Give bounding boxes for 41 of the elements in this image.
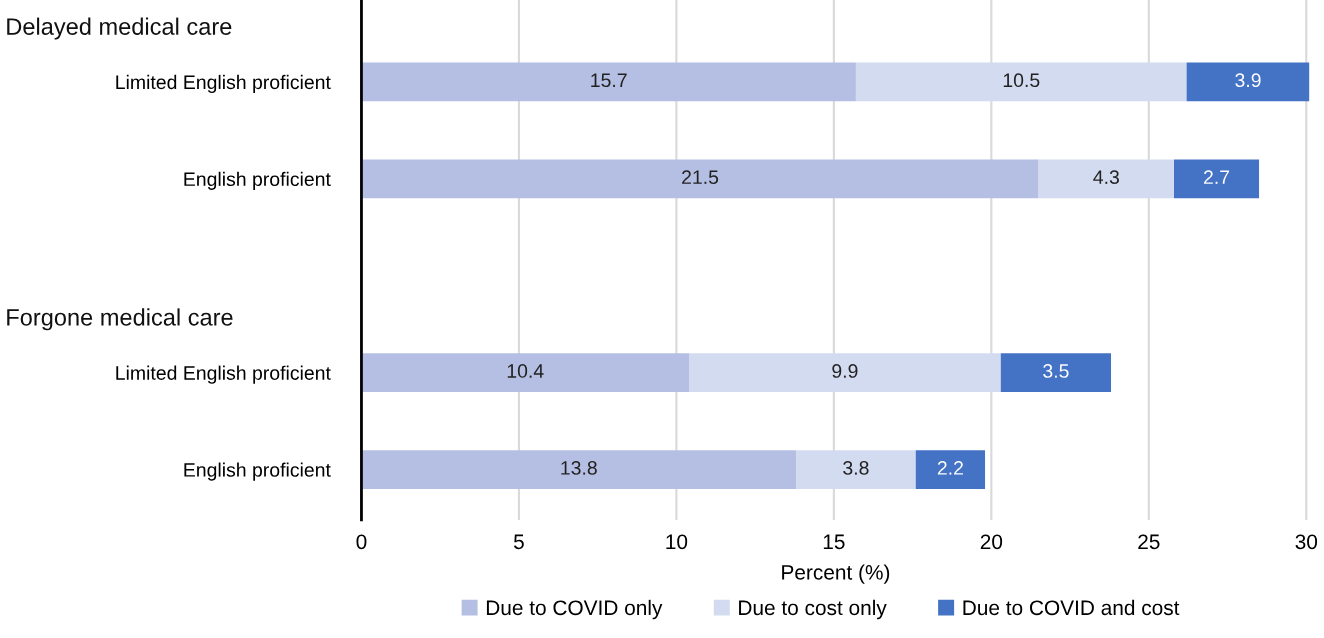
y-tick-label: English proficient [184,171,331,190]
bar [361,159,1039,199]
data-label: 2.7 [1203,170,1230,184]
legend-label: Due to cost only [739,599,887,620]
legend-label: Due to COVID only [486,599,663,620]
data-label: 3.9 [1235,73,1261,88]
bar [361,450,797,489]
bar [796,450,916,489]
bar [1038,159,1175,199]
data-label: 3.5 [1043,364,1069,378]
data-label: 15.7 [591,73,627,88]
bar [1000,353,1112,393]
data-label: 13.8 [561,461,597,475]
bar [688,353,1001,393]
x-tick-label: 30 [1295,534,1318,550]
y-tick-label: Limited English proficient [116,365,331,384]
bar [361,62,856,102]
data-label: 9.9 [832,364,858,378]
bar [1174,159,1260,199]
x-tick-label: 5 [513,534,524,550]
bar [1186,62,1310,102]
x-axis-title: Percent (%) [782,564,890,584]
data-label: 10.4 [507,364,544,378]
x-tick-label: 20 [980,534,1003,550]
y-tick-label: English proficient [184,462,331,481]
bar [915,450,986,489]
data-label: 21.5 [682,170,719,185]
y-tick-label: Limited English proficient [116,74,331,93]
data-label: 10.5 [1003,73,1040,88]
text: Delayed medical care [7,17,232,40]
x-tick-label: 15 [823,534,845,550]
data-label: 4.3 [1093,170,1119,185]
x-tick-label: 25 [1138,534,1160,550]
text: Forgone medical care [7,308,233,331]
bar [855,62,1187,102]
x-tick-label: 10 [666,534,688,550]
x-tick-label: 0 [356,534,367,550]
data-label: 3.8 [843,461,869,475]
data-label: 2.2 [937,461,963,475]
bar [361,353,689,393]
legend-label: Due to COVID and cost [963,599,1180,616]
